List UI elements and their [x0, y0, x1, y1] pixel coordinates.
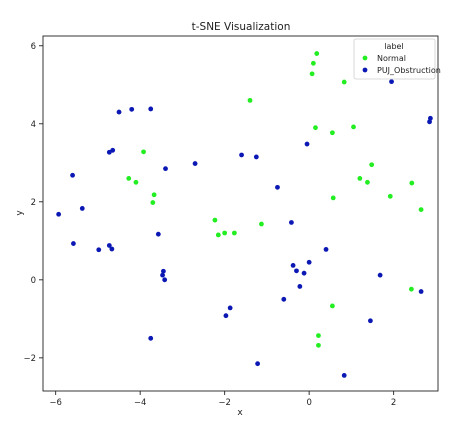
data-point-normal [247, 97, 253, 103]
data-point-puj-obstruction [79, 206, 85, 211]
data-point-puj-obstruction [323, 246, 329, 252]
data-point-normal [126, 175, 132, 181]
legend: label Normal PUJ_Obstruction [353, 38, 441, 80]
data-point-normal [150, 200, 156, 205]
data-point-puj-obstruction [418, 289, 424, 294]
data-point-puj-obstruction [253, 154, 259, 160]
data-point-normal [408, 286, 414, 292]
y-tick-label: 2 [31, 198, 36, 208]
data-point-puj-obstruction [106, 243, 112, 248]
y-tick-label: 0 [31, 276, 36, 286]
legend-title: label [384, 42, 403, 51]
data-point-puj-obstruction [289, 220, 294, 225]
data-point-normal [357, 175, 363, 181]
data-point-puj-obstruction [96, 247, 102, 253]
data-point-normal [365, 179, 370, 185]
data-point-normal [222, 230, 228, 236]
data-point-normal [341, 79, 347, 85]
data-point-puj-obstruction [71, 241, 76, 246]
data-point-normal [310, 60, 316, 66]
data-point-puj-obstruction [129, 106, 135, 112]
data-point-puj-obstruction [227, 305, 233, 311]
data-point-puj-obstruction [162, 277, 168, 283]
data-point-puj-obstruction [148, 335, 154, 341]
data-point-normal [369, 162, 375, 168]
data-point-puj-obstruction [106, 149, 112, 155]
data-point-normal [351, 124, 356, 130]
data-point-puj-obstruction [116, 109, 122, 115]
data-point-normal [329, 130, 335, 136]
legend-label-puj-obstruction: PUJ_Obstruction [377, 66, 441, 75]
x-axis-label: x [237, 408, 243, 418]
data-point-puj-obstruction [304, 141, 310, 147]
legend-marker-normal [362, 55, 368, 61]
legend-marker-puj-obstruction [362, 67, 368, 73]
data-point-puj-obstruction [377, 272, 383, 278]
data-point-puj-obstruction [223, 313, 229, 319]
y-tick-label: 4 [31, 120, 36, 130]
data-point-puj-obstruction [109, 246, 115, 252]
data-points [56, 51, 433, 378]
data-point-puj-obstruction [294, 268, 299, 274]
x-tick-label: 0 [306, 398, 311, 408]
y-axis-label: y [15, 210, 25, 216]
data-point-normal [215, 232, 221, 238]
x-tick-label: 2 [391, 398, 396, 408]
data-point-normal [330, 195, 336, 201]
legend-label-normal: Normal [377, 54, 406, 63]
data-point-normal [316, 342, 321, 348]
y-tick-label: −2 [23, 354, 36, 364]
chart-title: t-SNE Visualization [192, 21, 291, 33]
data-point-normal [133, 179, 139, 185]
data-point-puj-obstruction [389, 79, 394, 85]
data-point-normal [329, 303, 335, 309]
x-tick-label: −6 [49, 398, 62, 408]
data-point-puj-obstruction [290, 262, 296, 268]
data-point-puj-obstruction [341, 372, 347, 378]
y-tick-label: 6 [31, 42, 36, 52]
data-point-puj-obstruction [155, 231, 161, 237]
data-point-puj-obstruction [161, 268, 166, 274]
data-point-puj-obstruction [56, 211, 62, 217]
data-point-puj-obstruction [255, 361, 261, 367]
data-point-puj-obstruction [148, 106, 154, 112]
data-point-puj-obstruction [163, 166, 168, 172]
data-point-puj-obstruction [301, 270, 307, 276]
x-tick-label: −2 [218, 398, 231, 408]
x-tick-label: −4 [134, 398, 147, 408]
data-point-puj-obstruction [368, 318, 373, 324]
data-point-puj-obstruction [275, 184, 280, 190]
data-point-normal [316, 333, 321, 339]
data-point-normal [212, 217, 218, 223]
data-point-puj-obstruction [239, 152, 244, 158]
y-axis: −2 0 2 4 6 [23, 42, 43, 364]
data-point-puj-obstruction [306, 259, 312, 265]
data-point-normal [259, 221, 264, 227]
data-point-normal [387, 193, 393, 199]
data-point-puj-obstruction [192, 161, 198, 166]
data-point-normal [313, 125, 318, 131]
data-point-puj-obstruction [427, 115, 433, 121]
data-point-puj-obstruction [70, 172, 75, 178]
data-point-puj-obstruction [160, 272, 165, 278]
data-point-normal [231, 230, 237, 236]
x-axis: −6 −4 −2 0 2 [49, 391, 396, 408]
data-point-normal [141, 149, 146, 155]
data-point-normal [309, 71, 315, 77]
data-point-normal [409, 180, 415, 186]
data-point-puj-obstruction [297, 284, 303, 289]
data-point-normal [151, 192, 157, 198]
legend-box [353, 38, 436, 80]
data-point-puj-obstruction [281, 296, 287, 302]
data-point-normal [314, 51, 320, 56]
plot-area [42, 35, 439, 392]
data-point-normal [418, 207, 424, 212]
